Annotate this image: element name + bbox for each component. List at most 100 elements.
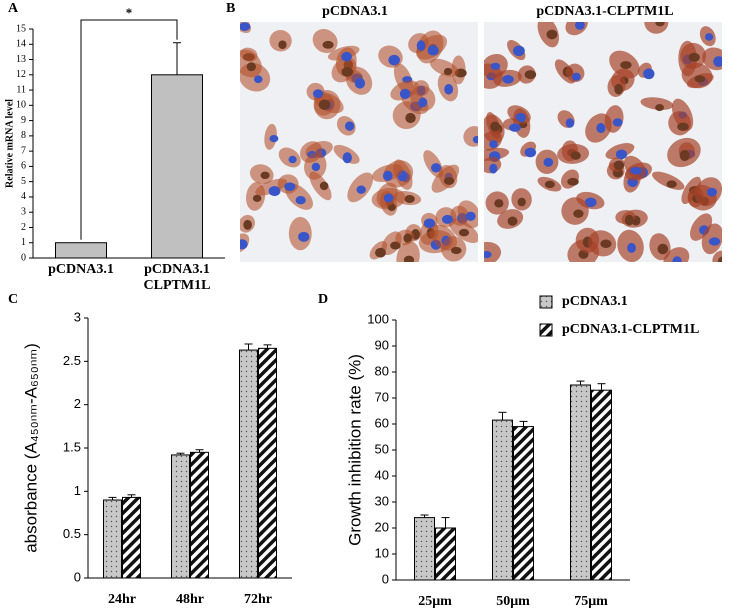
nucleus (509, 123, 521, 132)
micrograph (240, 22, 478, 262)
nucleus (614, 83, 623, 95)
bar (492, 419, 513, 581)
nucleus (341, 51, 352, 62)
bar (103, 499, 122, 579)
nucleus (544, 180, 555, 189)
nucleus (388, 54, 400, 66)
nucleus (278, 40, 287, 50)
y-axis-label: absorbance (A₄₅₀ₙₘ-A₆₅₀ₙₘ) (21, 343, 40, 553)
y-tick-label: 0 (21, 252, 26, 263)
y-tick-label: 2 (74, 396, 81, 411)
nucleus (356, 185, 366, 194)
y-tick-label: 3 (21, 206, 26, 217)
y-axis-label: Growth inhibition rate (%) (345, 354, 364, 546)
nucleus (390, 241, 401, 250)
x-tick-label-box: pCDNA3.1 CLPTM1L (144, 262, 211, 293)
y-tick-label: 40 (375, 467, 389, 482)
y-tick-label: 6 (21, 161, 26, 172)
nucleus (524, 70, 537, 80)
y-tick-label: 8 (21, 130, 26, 141)
bar (258, 347, 277, 579)
nucleus (666, 180, 677, 188)
y-tick-label: 5 (21, 176, 26, 187)
image-title: pCDNA3.1-CLPTM1L (536, 4, 673, 19)
nucleus (705, 33, 714, 41)
nucleus (254, 75, 263, 84)
nucleus (375, 247, 386, 258)
x-tick-label-box: 72hr (244, 592, 272, 607)
y-tick-label: 4 (21, 191, 26, 202)
cell (640, 97, 674, 111)
nucleus (484, 251, 492, 259)
bar (513, 426, 534, 581)
bar (190, 451, 209, 579)
significance-mark: * (126, 5, 133, 20)
nucleus (472, 135, 478, 144)
y-tick-label: 13 (16, 54, 26, 65)
nucleus (319, 181, 329, 191)
panel-label: D (318, 292, 328, 307)
nucleus (543, 157, 554, 167)
legend-label: pCDNA3.1-CLPTM1L (562, 322, 699, 337)
nucleus (444, 83, 454, 95)
error-bar (597, 383, 606, 391)
nucleus (620, 61, 632, 69)
nucleus (269, 134, 279, 143)
nucleus (615, 149, 628, 160)
nucleus (423, 218, 436, 228)
x-tick-label-box: 48hr (176, 592, 204, 607)
x-tick-label-box: pCDNA3.1 (48, 262, 114, 277)
y-tick-label: 2.5 (63, 353, 81, 368)
error-bar (127, 494, 136, 498)
y-tick-label: 0 (382, 571, 389, 586)
y-tick-label: 1.5 (63, 439, 81, 454)
error-bar (576, 380, 585, 385)
nucleus (507, 216, 518, 226)
nucleus (354, 77, 366, 89)
y-tick-label: 1 (74, 483, 81, 498)
y-tick-label: 10 (375, 545, 389, 560)
nucleus (679, 149, 690, 161)
legend-swatch (539, 323, 553, 337)
bar (591, 389, 612, 581)
nucleus (246, 62, 256, 72)
x-tick-label-box: 75μm (574, 594, 608, 609)
y-tick-label: 0 (74, 569, 81, 584)
nucleus (288, 155, 297, 164)
nucleus (442, 214, 454, 224)
nucleus (494, 199, 504, 208)
nucleus (345, 121, 355, 131)
nucleus (512, 45, 525, 57)
error-bar (108, 496, 117, 500)
y-tick-label: 20 (375, 519, 389, 534)
nucleus (399, 88, 411, 100)
panel-label: B (226, 1, 235, 16)
bar (55, 242, 107, 259)
bar (122, 496, 141, 579)
y-tick-label: 7 (21, 145, 26, 156)
error-bar (498, 411, 507, 421)
nucleus (416, 40, 426, 51)
bar (171, 454, 190, 579)
y-tick-label: 80 (375, 363, 389, 378)
error-bar (263, 344, 272, 349)
micrograph (484, 22, 722, 262)
micrographs (240, 22, 722, 262)
nucleus (240, 22, 251, 31)
nucleus (240, 239, 248, 250)
bar (435, 527, 456, 581)
bar (414, 517, 435, 581)
nucleus (600, 239, 612, 249)
y-tick-label: 10 (16, 100, 26, 111)
nucleus (403, 255, 415, 262)
nucleus (405, 112, 416, 124)
nucleus (260, 171, 270, 180)
y-tick-label: 70 (375, 389, 389, 404)
nucleus (570, 151, 581, 160)
y-tick-label: 11 (16, 84, 26, 95)
y-axis-label: Relative mRNA level (4, 99, 15, 188)
nucleus (694, 75, 706, 83)
nucleus (489, 163, 498, 174)
nucleus (284, 182, 296, 191)
